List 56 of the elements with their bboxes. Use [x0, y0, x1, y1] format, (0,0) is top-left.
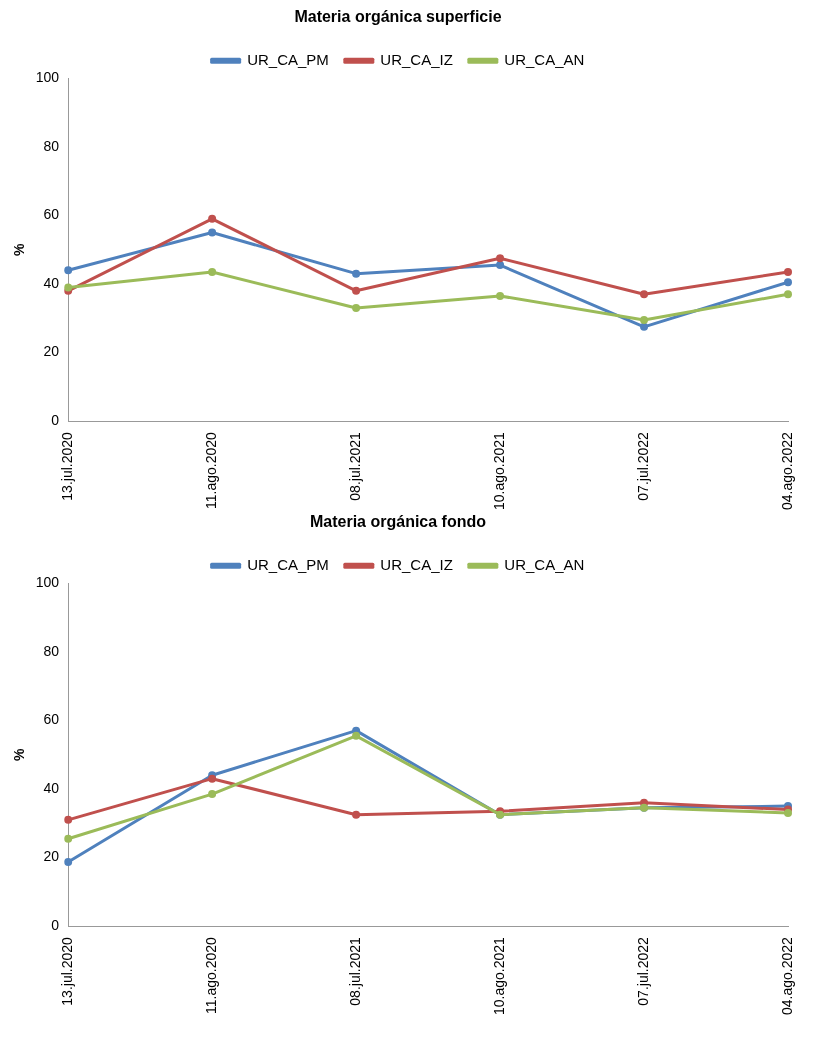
y-tick-label: 60 — [43, 206, 60, 223]
point — [352, 286, 361, 295]
point — [64, 815, 73, 824]
point — [496, 261, 505, 270]
y-tick-label: 40 — [43, 779, 60, 796]
chart-title: Materia orgánica superficie — [294, 8, 502, 26]
x-tick-label: 10.ago.2021 — [490, 431, 507, 510]
y-tick-label: 60 — [43, 711, 60, 728]
y-tick-label: 100 — [35, 574, 60, 591]
legend-label: UR_CA_IZ — [380, 50, 453, 68]
legend-label: UR_CA_AN — [504, 50, 585, 68]
y-axis-title: % — [11, 747, 28, 761]
point — [640, 315, 649, 324]
point — [64, 858, 73, 867]
x-tick-label: 11.ago.2020 — [202, 431, 219, 509]
x-tick-label: 08.jul.2021 — [346, 431, 363, 501]
y-tick-label: 80 — [43, 137, 60, 154]
point — [496, 254, 505, 263]
point — [208, 790, 217, 799]
y-tick-label: 40 — [43, 274, 60, 291]
y-tick-label: 100 — [35, 69, 60, 86]
point — [640, 290, 649, 299]
x-tick-label: 13.jul.2020 — [59, 936, 76, 1006]
legend-label: UR_CA_IZ — [380, 555, 453, 573]
x-tick-label: 04.ago.2022 — [778, 936, 795, 1015]
point — [64, 834, 73, 843]
y-tick-label: 0 — [51, 412, 60, 428]
point — [208, 228, 217, 237]
x-tick-label: 04.ago.2022 — [778, 431, 795, 510]
point — [352, 810, 361, 819]
point — [784, 290, 792, 299]
x-tick-label: 10.ago.2021 — [490, 936, 507, 1015]
point — [496, 291, 505, 300]
point — [352, 303, 361, 312]
y-tick-label: 20 — [43, 848, 60, 865]
legend-label: UR_CA_PM — [247, 50, 329, 68]
y-tick-label: 20 — [43, 343, 60, 360]
y-axis-title: % — [11, 242, 28, 256]
point — [640, 322, 649, 331]
point — [784, 267, 792, 276]
point — [64, 266, 73, 275]
x-tick-label: 13.jul.2020 — [59, 431, 76, 501]
legend-label: UR_CA_AN — [504, 555, 585, 573]
x-tick-label: 07.jul.2022 — [634, 936, 651, 1006]
point — [208, 214, 217, 223]
point — [352, 731, 361, 740]
point — [352, 269, 361, 278]
point — [784, 278, 792, 287]
y-tick-label: 80 — [43, 642, 60, 659]
x-tick-label: 11.ago.2020 — [202, 936, 219, 1014]
x-tick-label: 07.jul.2022 — [634, 431, 651, 501]
legend-label: UR_CA_PM — [247, 555, 329, 573]
y-tick-label: 0 — [51, 917, 60, 933]
chart-title: Materia orgánica fondo — [309, 513, 487, 531]
point — [208, 267, 217, 276]
x-tick-label: 08.jul.2021 — [346, 936, 363, 1006]
